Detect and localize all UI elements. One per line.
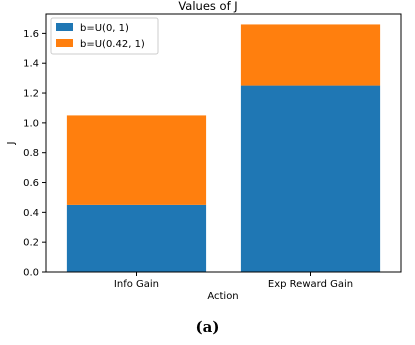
y-axis-label: J — [6, 142, 17, 146]
legend-label-series-1: b=U(0, 1) — [80, 23, 129, 34]
legend: b=U(0, 1) b=U(0.42, 1) — [50, 17, 159, 55]
y-tick-label: 0.6 — [23, 178, 39, 189]
y-tick-label: 0.8 — [23, 148, 39, 159]
x-tick-label: Exp Reward Gain — [268, 279, 353, 290]
bar-2-exp-reward-gain — [240, 24, 381, 86]
bars — [66, 24, 381, 272]
plot-frame — [45, 13, 402, 273]
y-tick-label: 1.2 — [23, 89, 39, 100]
legend-swatch-series-2 — [56, 39, 73, 47]
chart-title: Values of J — [178, 0, 237, 13]
figure-caption: (a) — [195, 318, 220, 336]
legend-swatch-series-1 — [56, 23, 73, 31]
x-tick-label: Info Gain — [114, 279, 159, 290]
bar-2-info-gain — [66, 115, 207, 205]
x-axis-ticks: Info Gain Exp Reward Gain — [114, 272, 353, 290]
legend-box — [50, 17, 159, 55]
y-tick-label: 0.2 — [23, 238, 39, 249]
bar-1-info-gain — [66, 204, 207, 272]
x-axis-label: Action — [207, 291, 238, 302]
y-tick-label: 1.6 — [23, 29, 39, 40]
y-tick-label: 1.4 — [23, 59, 39, 70]
y-axis-ticks: 0.0 0.2 0.4 0.6 0.8 1.0 1.2 1.4 1.6 — [23, 29, 46, 279]
y-tick-label: 0.4 — [23, 208, 39, 219]
legend-label-series-2: b=U(0.42, 1) — [80, 39, 145, 50]
y-tick-label: 0.0 — [23, 268, 39, 279]
y-tick-label: 1.0 — [23, 118, 39, 129]
bar-1-exp-reward-gain — [240, 85, 381, 272]
